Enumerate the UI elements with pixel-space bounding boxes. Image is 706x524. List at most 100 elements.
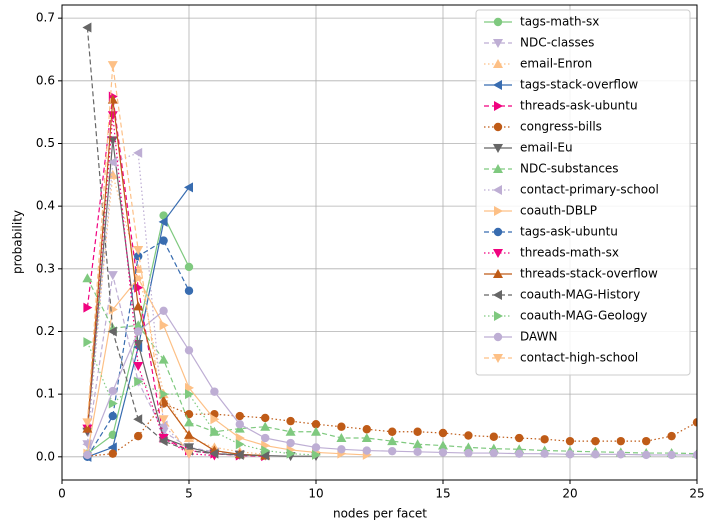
marker — [134, 376, 144, 387]
marker — [184, 417, 194, 427]
legend-label: email-Enron — [520, 57, 592, 71]
marker — [311, 426, 321, 436]
legend-marker — [493, 269, 503, 278]
marker — [108, 386, 118, 396]
marker — [133, 147, 143, 158]
legend-marker — [493, 80, 502, 90]
x-tick-label: 20 — [562, 487, 577, 501]
marker — [209, 448, 219, 459]
legend-label: congress-bills — [520, 120, 602, 134]
marker — [82, 418, 93, 428]
marker — [185, 382, 194, 393]
x-tick-label: 10 — [308, 487, 323, 501]
marker — [565, 450, 575, 459]
legend-marker — [493, 144, 503, 153]
marker — [159, 211, 168, 220]
legend-label: tags-stack-overflow — [520, 78, 638, 92]
marker — [463, 442, 474, 452]
y-tick-label: 0.0 — [36, 449, 55, 463]
marker — [311, 420, 321, 429]
axes-frame — [61, 4, 698, 481]
legend-label: contact-primary-school — [520, 183, 659, 197]
marker — [387, 436, 398, 446]
legend-label: threads-math-sx — [520, 246, 619, 260]
marker — [260, 450, 270, 461]
marker — [184, 262, 194, 272]
marker — [185, 389, 194, 400]
marker — [210, 414, 220, 425]
legend-marker — [493, 185, 502, 195]
marker — [158, 420, 168, 431]
series-line — [86, 341, 317, 456]
legend-marker — [493, 249, 503, 258]
marker — [108, 449, 118, 458]
marker — [412, 439, 423, 449]
x-axis-label: nodes per facet — [333, 507, 427, 521]
marker — [108, 411, 118, 421]
legend-label: coauth-DBLP — [520, 204, 597, 218]
marker — [261, 413, 270, 423]
marker — [515, 433, 524, 443]
legend-marker — [494, 206, 503, 216]
marker — [159, 236, 168, 245]
marker — [362, 425, 371, 434]
marker — [107, 111, 118, 121]
marker — [540, 449, 549, 458]
marker — [107, 169, 118, 179]
marker — [83, 337, 93, 348]
y-tick-label: 0.2 — [36, 324, 55, 338]
marker — [108, 398, 118, 409]
marker — [133, 246, 144, 256]
legend-label: threads-ask-ubuntu — [520, 99, 638, 113]
legend-marker — [494, 311, 503, 321]
marker — [184, 429, 194, 439]
marker — [107, 61, 118, 71]
marker — [286, 438, 295, 448]
legend-label: coauth-MAG-History — [520, 288, 640, 302]
x-tick-label: 5 — [185, 487, 193, 501]
marker — [82, 423, 93, 433]
marker — [82, 22, 92, 33]
legend-label: email-Eu — [520, 141, 573, 155]
marker — [235, 439, 245, 450]
legend-label: coauth-MAG-Geology — [520, 309, 647, 323]
series-line — [86, 152, 190, 451]
marker — [134, 273, 144, 284]
legend-label: tags-math-sx — [520, 15, 599, 29]
marker — [464, 431, 473, 440]
marker — [134, 431, 143, 441]
marker — [133, 301, 144, 311]
marker — [388, 427, 397, 436]
marker — [133, 361, 144, 371]
y-tick-label: 0.1 — [36, 387, 55, 401]
legend-label: threads-stack-overflow — [520, 267, 658, 281]
marker — [286, 448, 296, 459]
marker — [234, 449, 244, 460]
marker — [83, 450, 92, 460]
y-tick-label: 0.3 — [36, 261, 55, 275]
marker — [311, 443, 321, 452]
marker — [184, 286, 194, 295]
plot-area — [82, 22, 697, 462]
marker — [312, 449, 321, 460]
marker — [184, 182, 193, 193]
legend-label: tags-ask-ubuntu — [520, 225, 618, 239]
y-tick-label: 0.7 — [36, 11, 55, 25]
marker — [667, 450, 676, 460]
marker — [158, 354, 169, 364]
marker — [235, 411, 244, 421]
marker — [158, 216, 168, 227]
legend-marker — [493, 39, 503, 48]
series-line — [86, 115, 215, 457]
marker — [133, 320, 144, 330]
legend-marker — [494, 101, 503, 111]
y-axis-label: probability — [11, 210, 25, 274]
legend-marker — [493, 17, 503, 27]
x-tick-label: 25 — [689, 487, 704, 501]
marker — [107, 271, 118, 281]
marker — [184, 410, 194, 419]
marker — [235, 420, 244, 429]
legend-marker — [493, 59, 503, 68]
